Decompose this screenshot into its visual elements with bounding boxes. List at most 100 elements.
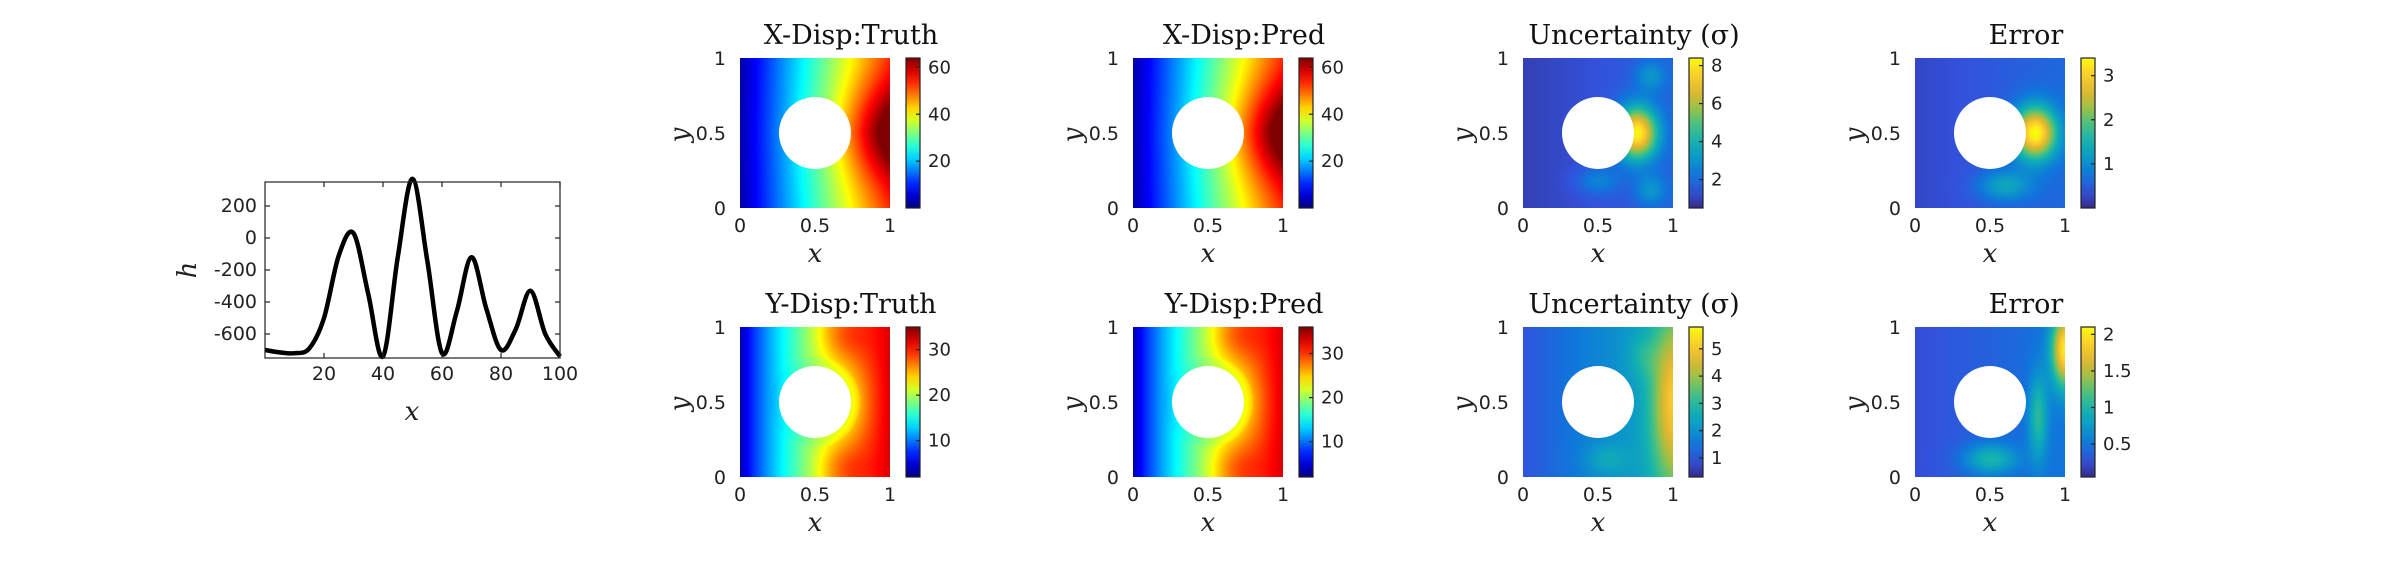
colorbar <box>1299 58 1313 208</box>
line-x-tick-label: 100 <box>542 363 578 385</box>
heatmap-y-tick-label: 0.5 <box>1871 123 1901 145</box>
colorbar <box>1689 58 1703 208</box>
heatmap-hole <box>1562 97 1634 169</box>
heatmap-x-axis-label: x <box>1983 239 1998 269</box>
heatmap-x-axis-label: x <box>1591 239 1606 269</box>
heatmap-y-tick-label: 0.5 <box>696 392 726 414</box>
colorbar-tick-label: 5 <box>1711 339 1722 360</box>
colorbar-tick-label: 2 <box>2103 324 2114 345</box>
colorbar-frame <box>1688 57 1704 209</box>
heatmap-hole <box>1172 97 1244 169</box>
heatmap-x-tick-label: 1 <box>1667 484 1679 506</box>
colorbar-frame <box>1298 326 1314 478</box>
heatmap-y-axis-label: y <box>1840 127 1870 143</box>
line-x-axis-label: x <box>405 397 420 427</box>
heatmap-title: Error <box>1989 20 2064 51</box>
colorbar-frame <box>1688 326 1704 478</box>
heatmap-x-tick-label: 1 <box>884 215 896 237</box>
heatmap-hole <box>779 366 851 438</box>
heatmap-x-tick-label: 1 <box>1277 484 1289 506</box>
heatmap-panel-yerr: Error 0 0.5 1 1 0.5 0 x y 2 1.5 1 0.5 <box>1840 289 2132 538</box>
heatmap-x-tick-label: 1 <box>2059 215 2071 237</box>
colorbar-tick-label: 0.5 <box>2103 434 2132 455</box>
heatmap-panel-xpred: X-Disp:Pred 0 0.5 1 1 0.5 0 x y 60 40 20 <box>1058 20 1344 269</box>
heatmap-panel-xtruth: X-Disp:Truth 0 0.5 1 1 0.5 0 x y 60 40 20 <box>665 20 951 269</box>
heatmap-x-tick-label: 0 <box>1127 484 1139 506</box>
heatmap-x-tick-label: 0 <box>1517 215 1529 237</box>
heatmap-y-tick-label: 0 <box>1107 467 1119 489</box>
heatmap-y-tick-label: 1 <box>1497 48 1509 70</box>
heatmap-y-tick-label: 1 <box>714 48 726 70</box>
colorbar-tick-label: 2 <box>2103 110 2114 131</box>
colorbar <box>2081 327 2095 477</box>
colorbar-tick-label: 6 <box>1711 94 1722 115</box>
colorbar-tick-label: 1 <box>2103 397 2114 418</box>
heatmap-title: X-Disp:Pred <box>1163 20 1325 51</box>
heatmap-y-tick-label: 0 <box>1889 198 1901 220</box>
line-y-tick-label: -600 <box>214 323 257 345</box>
heatmap-y-tick-label: 1 <box>1889 317 1901 339</box>
heatmap-title: Y-Disp:Truth <box>764 289 936 320</box>
heatmap-x-tick-label: 1 <box>1277 215 1289 237</box>
heatmap-title: X-Disp:Truth <box>764 20 938 51</box>
line-y-axis-label: h <box>173 262 203 279</box>
line-plot-background <box>265 182 560 358</box>
colorbar-tick-label: 1 <box>2103 154 2114 175</box>
heatmap-x-tick-label: 0.5 <box>1193 484 1223 506</box>
heatmap-hole <box>1954 366 2026 438</box>
heatmap-x-axis-label: x <box>1201 508 1216 538</box>
line-x-tick-label: 80 <box>489 363 513 385</box>
heatmap-y-axis-label: y <box>1448 127 1478 143</box>
heatmap-y-tick-label: 0.5 <box>1089 123 1119 145</box>
colorbar-tick-label: 60 <box>1321 57 1344 78</box>
heatmap-x-tick-label: 0 <box>734 484 746 506</box>
heatmap-x-axis-label: x <box>808 508 823 538</box>
colorbar-frame <box>905 326 921 478</box>
heatmap-y-tick-label: 1 <box>1889 48 1901 70</box>
colorbar <box>1689 327 1703 477</box>
heatmap-x-tick-label: 1 <box>884 484 896 506</box>
colorbar-frame <box>1298 57 1314 209</box>
heatmap-panel-ypred: Y-Disp:Pred 0 0.5 1 1 0.5 0 x y 30 20 10 <box>1058 289 1344 538</box>
colorbar-tick-label: 30 <box>928 340 951 361</box>
heatmap-x-tick-label: 0.5 <box>1583 215 1613 237</box>
heatmap-x-tick-label: 0 <box>1517 484 1529 506</box>
colorbar-tick-label: 4 <box>1711 132 1722 153</box>
heatmap-y-tick-label: 0 <box>1107 198 1119 220</box>
line-y-tick-label: 0 <box>245 227 257 249</box>
heatmap-x-axis-label: x <box>808 239 823 269</box>
heatmap-x-tick-label: 0.5 <box>1975 484 2005 506</box>
colorbar-tick-label: 3 <box>2103 66 2114 87</box>
colorbar-tick-label: 20 <box>1321 388 1344 409</box>
heatmap-hole <box>1954 97 2026 169</box>
heatmap-x-tick-label: 0 <box>1909 215 1921 237</box>
heatmap-y-tick-label: 0 <box>1889 467 1901 489</box>
heatmap-x-tick-label: 0.5 <box>800 215 830 237</box>
line-x-tick-label: 40 <box>371 363 395 385</box>
colorbar-tick-label: 2 <box>1711 421 1722 442</box>
colorbar-tick-label: 20 <box>928 151 951 172</box>
heatmap-y-tick-label: 0.5 <box>1479 392 1509 414</box>
colorbar-tick-label: 20 <box>1321 151 1344 172</box>
heatmap-y-tick-label: 0.5 <box>1479 123 1509 145</box>
heatmap-panel-xerr: Error 0 0.5 1 1 0.5 0 x y 3 2 1 <box>1840 20 2114 269</box>
line-y-tick-label: -200 <box>214 259 257 281</box>
heatmap-title: Uncertainty (σ) <box>1528 20 1739 51</box>
heatmap-y-tick-label: 0 <box>1497 467 1509 489</box>
heatmap-x-tick-label: 0 <box>734 215 746 237</box>
heatmap-y-tick-label: 0 <box>714 467 726 489</box>
heatmap-y-tick-label: 1 <box>714 317 726 339</box>
heatmap-x-tick-label: 0.5 <box>800 484 830 506</box>
heatmap-hole <box>1172 366 1244 438</box>
colorbar-tick-label: 1.5 <box>2103 361 2132 382</box>
line-x-tick-label: 60 <box>430 363 454 385</box>
heatmap-x-axis-label: x <box>1983 508 1998 538</box>
heatmap-panel-ytruth: Y-Disp:Truth 0 0.5 1 1 0.5 0 x y 30 20 10 <box>665 289 951 538</box>
heatmap-x-tick-label: 1 <box>2059 484 2071 506</box>
line-series-h <box>264 176 562 359</box>
colorbar <box>906 58 920 208</box>
colorbar-tick-label: 1 <box>1711 448 1722 469</box>
heatmap-title: Y-Disp:Pred <box>1164 289 1324 320</box>
heatmap-x-tick-label: 0.5 <box>1583 484 1613 506</box>
colorbar-tick-label: 10 <box>1321 432 1344 453</box>
